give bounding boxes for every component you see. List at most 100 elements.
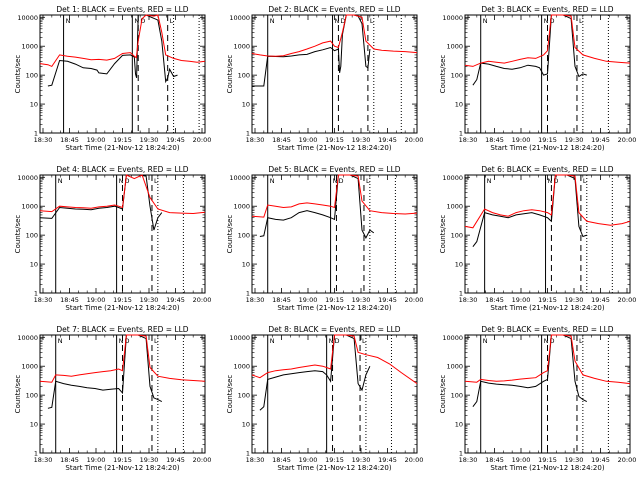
- x-tick-label: 18:30: [34, 456, 53, 464]
- plot-frame: [39, 14, 206, 134]
- marker-letter: N: [544, 17, 549, 25]
- y-tick-label: 1000: [233, 363, 250, 371]
- series-line-red: [251, 174, 418, 218]
- marker-letter: D: [338, 177, 343, 185]
- marker-letter: N: [58, 177, 63, 185]
- x-tick-label: 19:00: [299, 296, 318, 304]
- marker-letter: N: [134, 17, 139, 25]
- y-tick-label: 10000: [442, 334, 463, 342]
- y-tick-label: 1000: [21, 203, 38, 211]
- marker-letter: N: [335, 17, 340, 25]
- x-tick-label: 19:15: [325, 456, 344, 464]
- x-tick-label: 19:15: [325, 136, 344, 144]
- y-tick-label: 1: [246, 290, 250, 298]
- series-line-red: [39, 14, 206, 68]
- x-tick-label: 19:15: [538, 456, 557, 464]
- series-line-black: [259, 334, 371, 411]
- marker-letter: L: [170, 17, 174, 25]
- x-tick-label: 19:45: [378, 456, 397, 464]
- marker-letter: L: [154, 177, 158, 185]
- chart-title: Det 3: BLACK = Events, RED = LLD: [481, 5, 613, 14]
- x-tick-label: 19:30: [565, 296, 584, 304]
- chart-title: Det 1: BLACK = Events, RED = LLD: [56, 5, 188, 14]
- series-line-black: [472, 14, 587, 86]
- marker-letter: N: [119, 337, 124, 345]
- marker-letter: D: [550, 17, 555, 25]
- x-tick-label: 19:45: [591, 296, 610, 304]
- plot-frame: [251, 14, 418, 134]
- x-tick-label: 18:30: [34, 296, 53, 304]
- y-axis-label: Counts/sec: [14, 375, 22, 414]
- marker-letter: N: [333, 177, 338, 185]
- y-tick-label: 10: [30, 261, 38, 269]
- x-tick-label: 19:30: [140, 296, 159, 304]
- y-tick-label: 1: [459, 450, 463, 458]
- y-tick-label: 1: [459, 290, 463, 298]
- marker-letter: L: [579, 17, 583, 25]
- x-tick-label: 20:00: [618, 296, 637, 304]
- x-tick-label: 18:45: [60, 296, 79, 304]
- marker-letter: D: [335, 337, 340, 345]
- x-tick-label: 19:00: [87, 296, 106, 304]
- x-tick-label: 18:45: [272, 136, 291, 144]
- x-axis-label: Start Time (21-Nov-12 18:24:20): [277, 144, 391, 152]
- y-tick-label: 1000: [233, 203, 250, 211]
- plot-frame: [251, 174, 418, 294]
- panel-det-8: Det 8: BLACK = Events, RED = LLD 1 10 100 10…: [226, 325, 423, 472]
- x-tick-label: 20:00: [193, 136, 212, 144]
- x-tick-label: 19:45: [166, 136, 185, 144]
- x-tick-label: 18:30: [34, 136, 53, 144]
- y-tick-label: 10000: [17, 174, 38, 182]
- x-axis-label: Start Time (21-Nov-12 18:24:20): [65, 304, 179, 312]
- x-tick-label: 19:30: [565, 136, 584, 144]
- y-tick-label: 100: [238, 392, 250, 400]
- x-axis-label: Start Time (21-Nov-12 18:24:20): [65, 144, 179, 152]
- x-tick-label: 19:00: [299, 456, 318, 464]
- x-tick-label: 18:30: [246, 296, 265, 304]
- y-tick-label: 100: [26, 232, 38, 240]
- y-tick-label: 100: [451, 72, 463, 80]
- y-axis-label: Counts/sec: [226, 215, 234, 254]
- y-tick-label: 10000: [229, 174, 250, 182]
- y-tick-label: 10000: [229, 334, 250, 342]
- marker-letter: L: [366, 177, 370, 185]
- x-tick-label: 19:15: [325, 296, 344, 304]
- y-tick-label: 1000: [21, 363, 38, 371]
- x-tick-label: 19:15: [113, 456, 132, 464]
- x-tick-label: 20:00: [405, 296, 424, 304]
- y-axis-label: Counts/sec: [14, 55, 22, 94]
- y-tick-label: 10000: [442, 174, 463, 182]
- marker-letter: N: [66, 17, 71, 25]
- panel-det-9: Det 9: BLACK = Events, RED = LLD 1 10 100 10…: [439, 325, 636, 472]
- series-line-black: [47, 14, 178, 87]
- series-line-red: [464, 174, 631, 229]
- y-tick-label: 100: [451, 392, 463, 400]
- x-axis-label: Start Time (21-Nov-12 18:24:20): [490, 144, 604, 152]
- marker-letter: N: [58, 337, 63, 345]
- marker-letter: N: [548, 177, 553, 185]
- y-tick-label: 100: [26, 72, 38, 80]
- y-tick-label: 100: [238, 232, 250, 240]
- marker-letter: N: [270, 17, 275, 25]
- x-tick-label: 18:30: [246, 136, 265, 144]
- y-axis-label: Counts/sec: [439, 375, 447, 414]
- marker-letter: D: [140, 17, 145, 25]
- x-tick-label: 18:45: [60, 456, 79, 464]
- x-tick-label: 19:45: [166, 296, 185, 304]
- y-tick-label: 1: [246, 130, 250, 138]
- marker-letter: L: [579, 337, 583, 345]
- panel-det-5: Det 5: BLACK = Events, RED = LLD 1 10 100 10…: [226, 165, 423, 312]
- marker-letter: N: [483, 17, 488, 25]
- y-tick-label: 10: [242, 261, 250, 269]
- panel-det-3: Det 3: BLACK = Events, RED = LLD 1 10 100 10…: [439, 5, 636, 152]
- panel-det-6: Det 6: BLACK = Events, RED = LLD 1 10 100 10…: [439, 165, 636, 312]
- series-line-red: [251, 14, 418, 57]
- chart-title: Det 7: BLACK = Events, RED = LLD: [56, 325, 188, 334]
- x-tick-label: 19:15: [113, 136, 132, 144]
- marker-letter: N: [329, 337, 334, 345]
- y-axis-label: Counts/sec: [14, 215, 22, 254]
- x-tick-label: 19:00: [512, 136, 531, 144]
- x-tick-label: 20:00: [193, 456, 212, 464]
- panel-det-4: Det 4: BLACK = Events, RED = LLD 1 10 100 10…: [14, 165, 211, 312]
